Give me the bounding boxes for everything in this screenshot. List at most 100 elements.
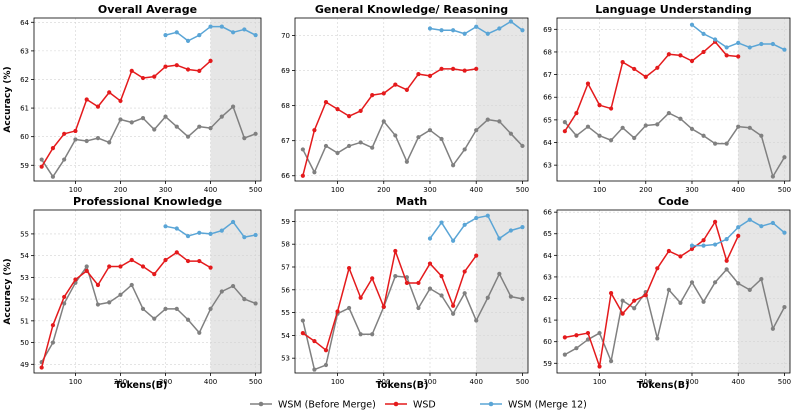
x-tick-label: 500: [516, 186, 529, 194]
x-tick-label: 200: [114, 378, 127, 386]
series-wsm-before-merge: [39, 104, 258, 179]
data-point: [585, 337, 591, 342]
data-point: [608, 138, 614, 143]
data-point: [174, 306, 179, 311]
data-point: [562, 120, 567, 125]
data-point: [208, 231, 213, 237]
data-point: [747, 125, 752, 130]
y-tick-label: 63: [543, 162, 552, 170]
y-tick-label: 51: [20, 317, 29, 325]
data-point: [597, 133, 602, 138]
data-point: [219, 24, 224, 29]
data-point: [485, 295, 490, 300]
data-point: [474, 253, 479, 258]
x-axis-label-left: Tokens(B): [115, 380, 168, 391]
data-point: [451, 311, 456, 316]
y-tick-label: 64: [543, 139, 552, 147]
y-tick-label: 57: [281, 263, 290, 271]
series-wsd: [300, 248, 479, 353]
data-point: [713, 37, 718, 42]
data-point: [73, 137, 78, 142]
data-point: [242, 235, 247, 240]
subplot-title: Professional Knowledge: [73, 195, 222, 208]
data-point: [370, 93, 375, 98]
data-point: [73, 128, 78, 134]
x-tick-label: 400: [732, 186, 745, 194]
data-point: [208, 125, 213, 131]
data-point: [404, 87, 409, 92]
data-point: [474, 318, 479, 323]
data-point: [585, 124, 591, 129]
data-point: [393, 82, 398, 87]
series-wsm-merge-12: [163, 24, 258, 43]
axes-frame: [33, 209, 262, 374]
data-point: [358, 108, 363, 113]
data-point: [208, 306, 213, 311]
legend-marker: [258, 401, 264, 407]
data-point: [655, 336, 660, 341]
data-point: [230, 283, 236, 289]
x-tick-label: 400: [732, 378, 745, 386]
data-point: [701, 49, 706, 55]
data-point: [300, 173, 305, 178]
data-point: [370, 276, 375, 281]
data-point: [597, 364, 602, 369]
data-point: [62, 294, 67, 300]
data-point: [474, 66, 479, 71]
legend-label: WSM (Before Merge): [278, 400, 376, 411]
data-point: [508, 294, 513, 299]
series-wsd: [39, 58, 213, 169]
data-point: [152, 272, 157, 277]
x-tick-label: 200: [114, 186, 127, 194]
data-point: [724, 53, 729, 58]
data-point: [107, 300, 112, 305]
data-point: [485, 213, 490, 218]
data-point: [404, 280, 409, 286]
data-point: [118, 264, 123, 269]
data-point: [174, 30, 179, 35]
x-tick-label: 100: [593, 186, 606, 194]
data-point: [724, 267, 729, 272]
data-point: [759, 133, 764, 138]
data-point: [208, 58, 213, 63]
subplot-title: Math: [396, 195, 427, 208]
data-point: [485, 31, 490, 36]
data-point: [174, 250, 179, 255]
data-point: [666, 52, 671, 57]
x-tick-label: 100: [69, 186, 82, 194]
data-point: [346, 305, 352, 311]
data-point: [632, 298, 637, 303]
data-point: [520, 224, 525, 230]
x-tick-label: 200: [639, 186, 652, 194]
series-line: [302, 118, 523, 173]
subplot-grid: 100 200 300 400 500 59 60 61 62 63 64 Overall Avera…: [3, 3, 791, 386]
y-tick-label: 67: [543, 71, 552, 79]
data-point: [185, 67, 191, 72]
subplot-title: Language Understanding: [595, 3, 752, 16]
data-point: [358, 140, 363, 145]
data-point: [701, 299, 706, 304]
x-tick-label: 500: [249, 378, 262, 386]
data-point: [242, 136, 247, 141]
data-point: [508, 228, 513, 233]
legend-item: WSM (Merge 12): [480, 400, 587, 411]
data-point: [163, 257, 168, 263]
data-point: [335, 309, 340, 314]
data-point: [747, 287, 752, 292]
data-point: [782, 47, 787, 52]
data-point: [736, 233, 741, 239]
data-point: [666, 287, 671, 292]
axes-frame: [556, 17, 791, 182]
data-point: [520, 28, 525, 33]
legend-item: WSD: [385, 400, 436, 411]
data-point: [107, 90, 112, 95]
data-point: [747, 217, 752, 222]
y-tick-label: 64: [543, 252, 552, 260]
data-point: [782, 155, 787, 160]
data-point: [358, 332, 363, 337]
data-point: [439, 220, 444, 225]
data-point: [358, 295, 363, 300]
x-tick-label: 300: [423, 186, 436, 194]
data-point: [185, 38, 191, 43]
x-tick-label: 200: [377, 186, 390, 194]
